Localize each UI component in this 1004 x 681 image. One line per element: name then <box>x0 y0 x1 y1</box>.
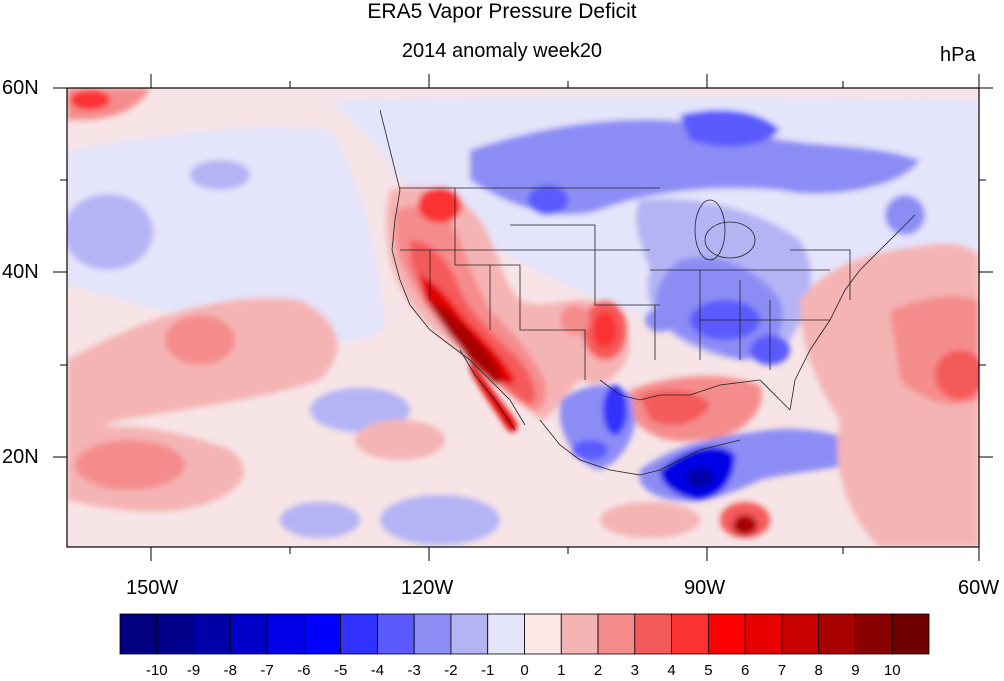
lon-label-120w: 120W <box>401 577 454 599</box>
colorbar-label: -5 <box>333 662 348 679</box>
colorbar-label: -7 <box>260 662 274 679</box>
colorbar-swatch <box>156 613 194 655</box>
colorbar-label: -4 <box>370 662 385 679</box>
colorbar-swatch <box>413 613 452 655</box>
colorbar-swatch <box>266 613 305 655</box>
units-label: hPa <box>940 44 976 66</box>
colorbar-label: 8 <box>814 662 823 679</box>
colorbar-label: 3 <box>630 662 639 679</box>
boundaries <box>379 109 916 476</box>
colorbar-label: 5 <box>704 662 713 679</box>
colorbar-label: 6 <box>740 662 750 679</box>
colorbar-swatch <box>855 613 893 655</box>
colorbar-label: -9 <box>186 662 201 679</box>
colorbar-label: -6 <box>297 662 311 679</box>
lon-label-60w: 60W <box>958 577 1000 599</box>
chart-subtitle: 2014 anomaly week20 <box>401 40 603 62</box>
axis-ticks <box>53 74 993 561</box>
lon-label-150w: 150W <box>126 577 179 599</box>
colorbar-swatch <box>597 613 636 655</box>
colorbar-swatch <box>377 613 415 655</box>
chart-title: ERA5 Vapor Pressure Deficit <box>367 0 637 23</box>
lat-label-20n: 20N <box>2 446 39 468</box>
colorbar-swatch <box>303 613 342 655</box>
colorbar-label: -2 <box>444 662 458 679</box>
colorbar-label: 1 <box>557 662 566 679</box>
colorbar-swatch <box>818 613 856 655</box>
colorbar-swatch <box>744 613 783 655</box>
colorbar <box>119 613 930 655</box>
colorbar-label: -8 <box>223 662 237 679</box>
colorbar-swatch <box>560 613 599 655</box>
colorbar-label: 10 <box>883 662 901 679</box>
colorbar-swatch <box>671 613 709 655</box>
colorbar-label: 7 <box>777 662 787 679</box>
colorbar-swatch <box>487 613 525 655</box>
colorbar-label: 9 <box>851 662 860 679</box>
colorbar-label: -10 <box>145 662 168 679</box>
lat-label-40n: 40N <box>2 261 39 283</box>
anomaly-field <box>67 88 979 547</box>
colorbar-swatch <box>707 613 746 655</box>
colorbar-label: -1 <box>481 662 495 679</box>
colorbar-swatch <box>229 613 268 655</box>
colorbar-swatch <box>781 613 820 655</box>
colorbar-label: 2 <box>593 662 603 679</box>
colorbar-swatch <box>340 613 378 655</box>
lat-label-60n: 60N <box>2 77 39 99</box>
colorbar-label: -3 <box>407 662 421 679</box>
colorbar-label: 4 <box>667 662 676 679</box>
colorbar-swatch <box>524 613 562 655</box>
colorbar-swatch <box>634 613 672 655</box>
colorbar-label: 0 <box>520 662 529 679</box>
colorbar-swatch <box>891 613 930 655</box>
colorbar-swatch <box>193 613 231 655</box>
lon-label-90w: 90W <box>684 577 726 599</box>
colorbar-swatch <box>450 613 489 655</box>
colorbar-swatch <box>119 613 158 655</box>
